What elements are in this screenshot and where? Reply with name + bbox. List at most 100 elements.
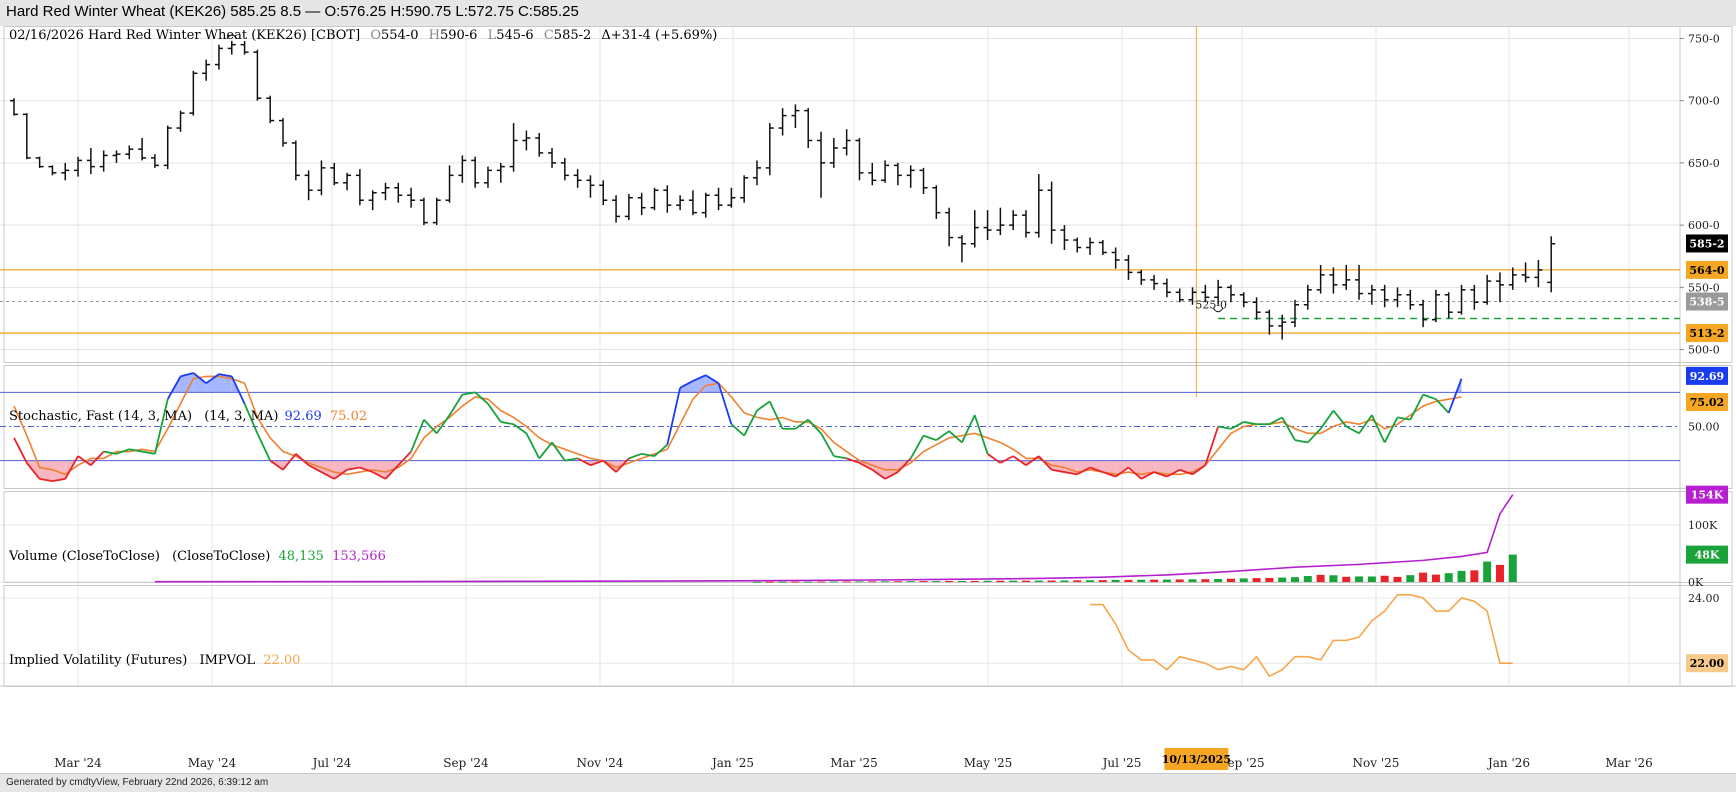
price-tick-label: 500-0 [1688,344,1720,357]
ohlc-bar [1329,267,1338,294]
stoch-k-segment [500,421,514,426]
stoch-k-segment [1191,464,1206,476]
ohlc-bar [202,59,211,81]
price-panel[interactable]: 525-0 [0,26,1680,397]
ohlc-bar [214,44,223,70]
stoch-k-segment [333,469,348,480]
volume-bar [1047,580,1056,582]
price-tag-box [1686,234,1728,253]
volume-bar [1060,580,1069,582]
ohlc-bar [1291,299,1299,328]
ohlc-bar [394,182,403,203]
stoch-k-value: 92.69 [285,409,322,424]
stochastic-title: Stochastic, Fast (14, 3, MA) [9,409,192,424]
volume-bar [957,580,966,582]
price-legend: 02/16/2026 Hard Red Winter Wheat (KEK26)… [9,28,717,43]
stoch-k-segment [871,469,886,480]
stoch-k-segment [987,453,1001,464]
ohlc-bar [1508,267,1517,290]
stoch-k-segment [1268,416,1283,426]
volume-bar [791,581,800,583]
ohlc-bar [1021,210,1030,238]
ohlc-bar [343,172,352,191]
window-title: Hard Red Winter Wheat (KEK26) 585.25 8.5… [6,3,579,20]
volume-bar [881,581,890,583]
ohlc-bar [714,187,723,211]
volume-bar [1124,579,1133,582]
stoch-k-segment [474,391,489,405]
stoch-k-segment [513,423,527,435]
ohlc-bar [253,49,262,101]
ohlc-bar [957,235,966,263]
ohlc-bar [1265,309,1274,335]
iv-line [1090,593,1513,678]
ohlc-bar [407,187,416,208]
volume-panel[interactable] [154,494,1517,583]
ohlc-bar [266,95,275,124]
ohlc-bar [1060,225,1069,250]
overbought-fill [680,380,693,393]
stoch-tag: 92.69 [1690,370,1724,383]
stoch-k-segment [768,401,784,430]
stoch-k-segment [717,382,733,425]
price-tick-label: 700-0 [1688,95,1720,108]
stoch-k-segment [243,403,259,434]
ohlc-bar [804,108,813,148]
volume-bar [842,581,851,583]
iv-title: Implied Volatility (Futures) [9,653,187,668]
ohlc-bar [368,190,377,211]
stoch-k-segment [90,450,105,466]
stoch-k-segment [756,400,771,412]
stoch-k-segment [1153,471,1168,478]
ohlc-bar [868,162,877,186]
volume-bar [1393,576,1402,582]
price-tag: 538-5 [1689,296,1724,309]
stoch-k-segment [282,453,297,471]
oversold-fill [1115,460,1129,477]
stoch-k-segment [820,432,835,457]
ohlc-bar [829,138,838,168]
iv-value: 22.00 [263,653,300,668]
stoch-k-segment [77,455,92,466]
stoch-k-segment [1051,468,1065,473]
volume-bar [1316,574,1325,582]
stochastic-panel[interactable] [0,372,1680,483]
ohlc-bar [432,197,441,226]
stoch-k-segment [1166,468,1181,478]
footer-text: Generated by cmdtyView, February 22nd 20… [6,777,269,788]
oversold-fill [39,460,53,482]
stoch-k-segment [628,452,642,460]
ohlc-bar [624,194,633,221]
ohlc-bar [1380,284,1389,308]
close-value: 585-2 [554,28,591,43]
ohlc-bar [1444,292,1453,319]
ohlc-bar [599,180,608,206]
volume-bar [1162,579,1171,582]
volume-legend: Volume (CloseToClose) (CloseToClose) 48,… [8,549,386,564]
implied-volatility-panel[interactable] [1090,593,1513,678]
stoch-k-segment [1345,425,1360,435]
stoch-tag-box [1686,393,1728,412]
volume-bar [829,581,838,583]
stoch-k-segment [1076,466,1091,476]
ohlc-bar [1086,237,1095,255]
ohlc-bar [1303,284,1312,310]
ohlc-bar [1162,278,1171,298]
stoch-k-segment [1397,416,1411,421]
chart-area[interactable]: 525-0 750-0 700-0 650-0 600-0 550-0 500-0 585-… [0,26,1736,773]
volume-bar [1342,576,1351,582]
volume-bar [1188,579,1197,582]
ohlc-bar [189,70,198,116]
ohlc-bar [138,138,147,161]
stoch-k-segment [1089,466,1104,473]
stoch-k-segment [794,418,809,430]
stoch-k-segment [1358,414,1373,434]
price-tag: 585-2 [1689,237,1724,250]
volume-bar [1214,578,1223,582]
ohlc-bar [548,147,557,168]
stoch-k-segment [1025,455,1040,466]
stoch-k-segment [103,450,117,455]
stoch-k-segment [13,437,28,464]
stoch-k-segment [909,435,925,459]
ohlc-bar [1278,314,1287,340]
